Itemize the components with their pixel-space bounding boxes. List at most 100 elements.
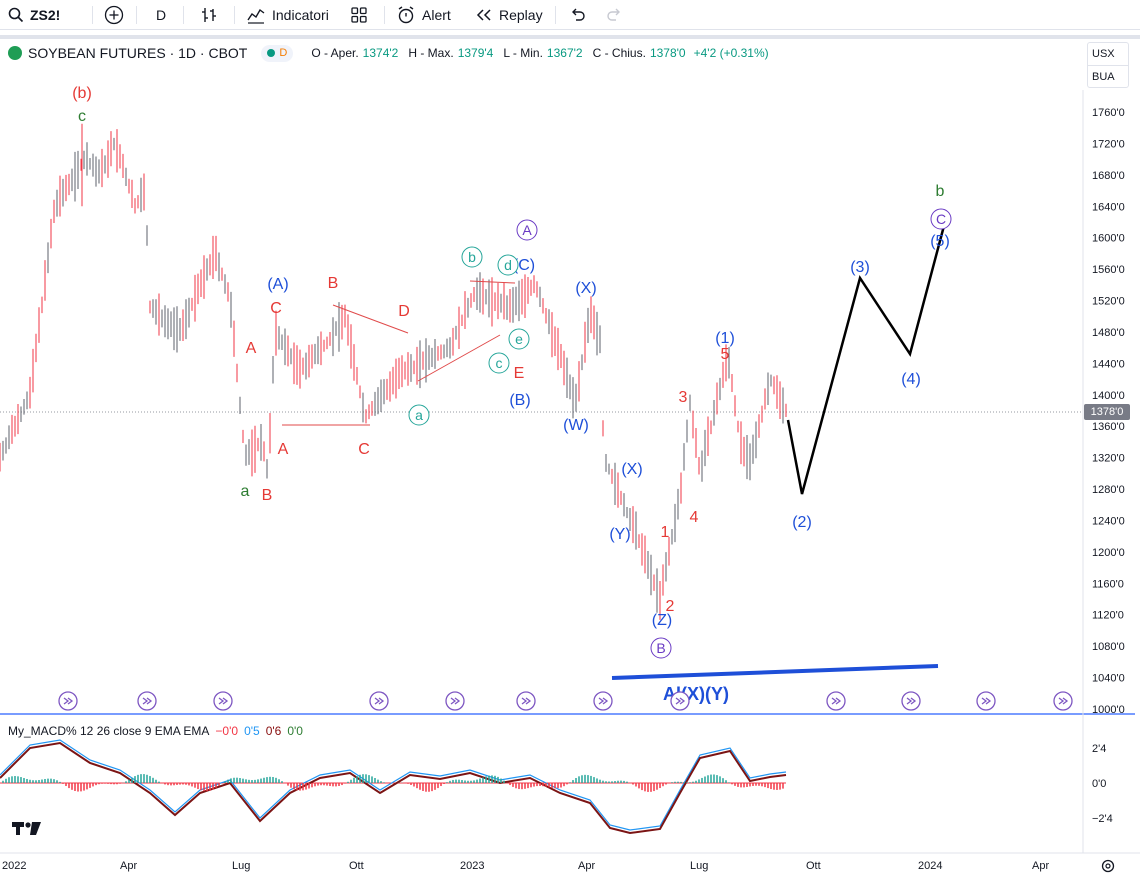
ohlc-values: O - Aper. 1374'2 H - Max. 1379'4 L - Min. 1… xyxy=(311,46,768,60)
search-icon xyxy=(8,7,24,23)
wave-label: C xyxy=(358,441,370,458)
macd-value-1: −0'0 xyxy=(215,724,239,738)
alarm-clock-icon xyxy=(398,6,414,24)
time-tick-label: 2023 xyxy=(460,860,484,872)
wave-circle-text: B xyxy=(656,640,665,656)
redo-icon xyxy=(607,8,620,21)
interval-button[interactable]: D xyxy=(156,0,166,30)
data-badge-label: D xyxy=(279,47,288,59)
price-tick-label: 1400'0 xyxy=(1092,390,1125,402)
unit-selector[interactable]: USX BUA xyxy=(1087,42,1129,88)
wave-circle-text: e xyxy=(515,331,523,347)
wave-label: (Y) xyxy=(609,526,630,543)
wave-label: b xyxy=(936,183,945,200)
event-marker-icon[interactable] xyxy=(445,691,465,711)
wave-circle-label xyxy=(461,246,483,268)
event-markers[interactable] xyxy=(58,691,1073,711)
wave-circle-label xyxy=(497,254,519,276)
plus-circle-icon xyxy=(104,5,124,25)
time-tick-label: Lug xyxy=(690,860,708,872)
data-badge[interactable]: D xyxy=(261,44,294,62)
wave-circle-text: d xyxy=(504,257,512,273)
price-tick-label: 1440'0 xyxy=(1092,358,1125,370)
alert-button[interactable]: Alert xyxy=(396,0,451,30)
wave-label: (b) xyxy=(72,85,92,102)
open-label: O - Aper. xyxy=(311,46,359,60)
status-dot-icon xyxy=(267,49,276,57)
compare-button[interactable] xyxy=(104,0,124,30)
wave-label: E xyxy=(514,365,525,382)
macd-tick-label: 2'4 xyxy=(1092,743,1106,755)
time-tick-label: Apr xyxy=(578,860,595,872)
replay-button[interactable]: Replay xyxy=(475,0,543,30)
price-tick-label: 1200'0 xyxy=(1092,547,1125,559)
wave-label: 5 xyxy=(721,346,730,363)
grid-icon xyxy=(351,7,367,23)
wave-label: c xyxy=(78,108,86,125)
event-marker-icon[interactable] xyxy=(1053,691,1073,711)
wave-circle-label xyxy=(408,404,430,426)
wave-circle-label xyxy=(930,208,952,230)
settings-gear-icon[interactable] xyxy=(1101,859,1115,873)
axes: 1760'01720'01680'01640'01600'01560'01520… xyxy=(2,107,1125,872)
event-marker-icon[interactable] xyxy=(826,691,846,711)
wave-label: 2 xyxy=(666,598,675,615)
wave-circle-text: A xyxy=(522,222,532,238)
event-marker-icon[interactable] xyxy=(976,691,996,711)
wave-label: (W) xyxy=(563,417,589,434)
unit-label[interactable]: BUA xyxy=(1088,65,1128,87)
price-tick-label: 1560'0 xyxy=(1092,264,1125,276)
event-marker-icon[interactable] xyxy=(213,691,233,711)
wave-label: (Z) xyxy=(652,612,672,629)
wave-label: C xyxy=(270,300,282,317)
wave-label: 3 xyxy=(679,389,688,406)
event-marker-icon[interactable] xyxy=(58,691,78,711)
price-tick-label: 1120'0 xyxy=(1092,610,1124,622)
symbol-search[interactable]: ZS2! xyxy=(8,0,60,30)
undo-button[interactable] xyxy=(568,0,586,30)
indicators-icon xyxy=(247,8,265,24)
wave-label: (4) xyxy=(901,371,921,388)
close-label: C - Chius. xyxy=(592,46,646,60)
symbol-legend: SOYBEAN FUTURES · 1D · CBOT D O - Aper. 1… xyxy=(8,42,769,64)
top-toolbar: ZS2! D Indicatori Alert Replay xyxy=(0,0,1140,30)
indicators-button[interactable]: Indicatori xyxy=(246,0,329,30)
wave-circle-label xyxy=(516,219,538,241)
wave-label: B xyxy=(328,275,339,292)
last-price-tag: 1378'0 xyxy=(1084,404,1130,420)
macd-name[interactable]: My_MACD% 12 26 close 9 EMA EMA xyxy=(8,724,210,738)
event-marker-icon[interactable] xyxy=(670,691,690,711)
symbol-label: ZS2! xyxy=(30,7,61,23)
wave-label: (X) xyxy=(575,280,596,297)
redo-button[interactable] xyxy=(606,0,624,30)
price-tick-label: 1760'0 xyxy=(1092,107,1125,119)
chart-type-button[interactable] xyxy=(200,0,218,30)
price-tick-label: 1600'0 xyxy=(1092,233,1125,245)
event-marker-icon[interactable] xyxy=(369,691,389,711)
price-tick-label: 1240'0 xyxy=(1092,515,1125,527)
price-bars xyxy=(0,123,787,620)
wave-label: 1 xyxy=(661,524,670,541)
event-marker-icon[interactable] xyxy=(516,691,536,711)
wave-label: (X) xyxy=(621,461,642,478)
event-marker-icon[interactable] xyxy=(593,691,613,711)
wave-label: (2) xyxy=(792,514,812,531)
low-label: L - Min. xyxy=(503,46,543,60)
wave-circle-text: C xyxy=(936,211,946,227)
price-tick-label: 1160'0 xyxy=(1092,578,1124,590)
time-tick-label: Ott xyxy=(349,860,364,872)
price-tick-label: 1520'0 xyxy=(1092,296,1125,308)
event-marker-icon[interactable] xyxy=(137,691,157,711)
wave-circle-text: a xyxy=(415,407,423,423)
macd-value-3: 0'6 xyxy=(265,724,282,738)
event-marker-icon[interactable] xyxy=(901,691,921,711)
change-value: +4'2 (+0.31%) xyxy=(693,46,769,60)
wave-circle-label xyxy=(508,328,530,350)
high-label: H - Max. xyxy=(408,46,454,60)
currency-label[interactable]: USX xyxy=(1092,48,1115,60)
wave-labels: (b)ca B(A)CAABDCE(C)(B)(X)(W)(X)(Y)(Z)123… xyxy=(72,85,952,704)
price-tick-label: 1080'0 xyxy=(1092,641,1125,653)
symbol-title[interactable]: SOYBEAN FUTURES · 1D · CBOT xyxy=(28,45,248,61)
layouts-button[interactable] xyxy=(350,0,368,30)
